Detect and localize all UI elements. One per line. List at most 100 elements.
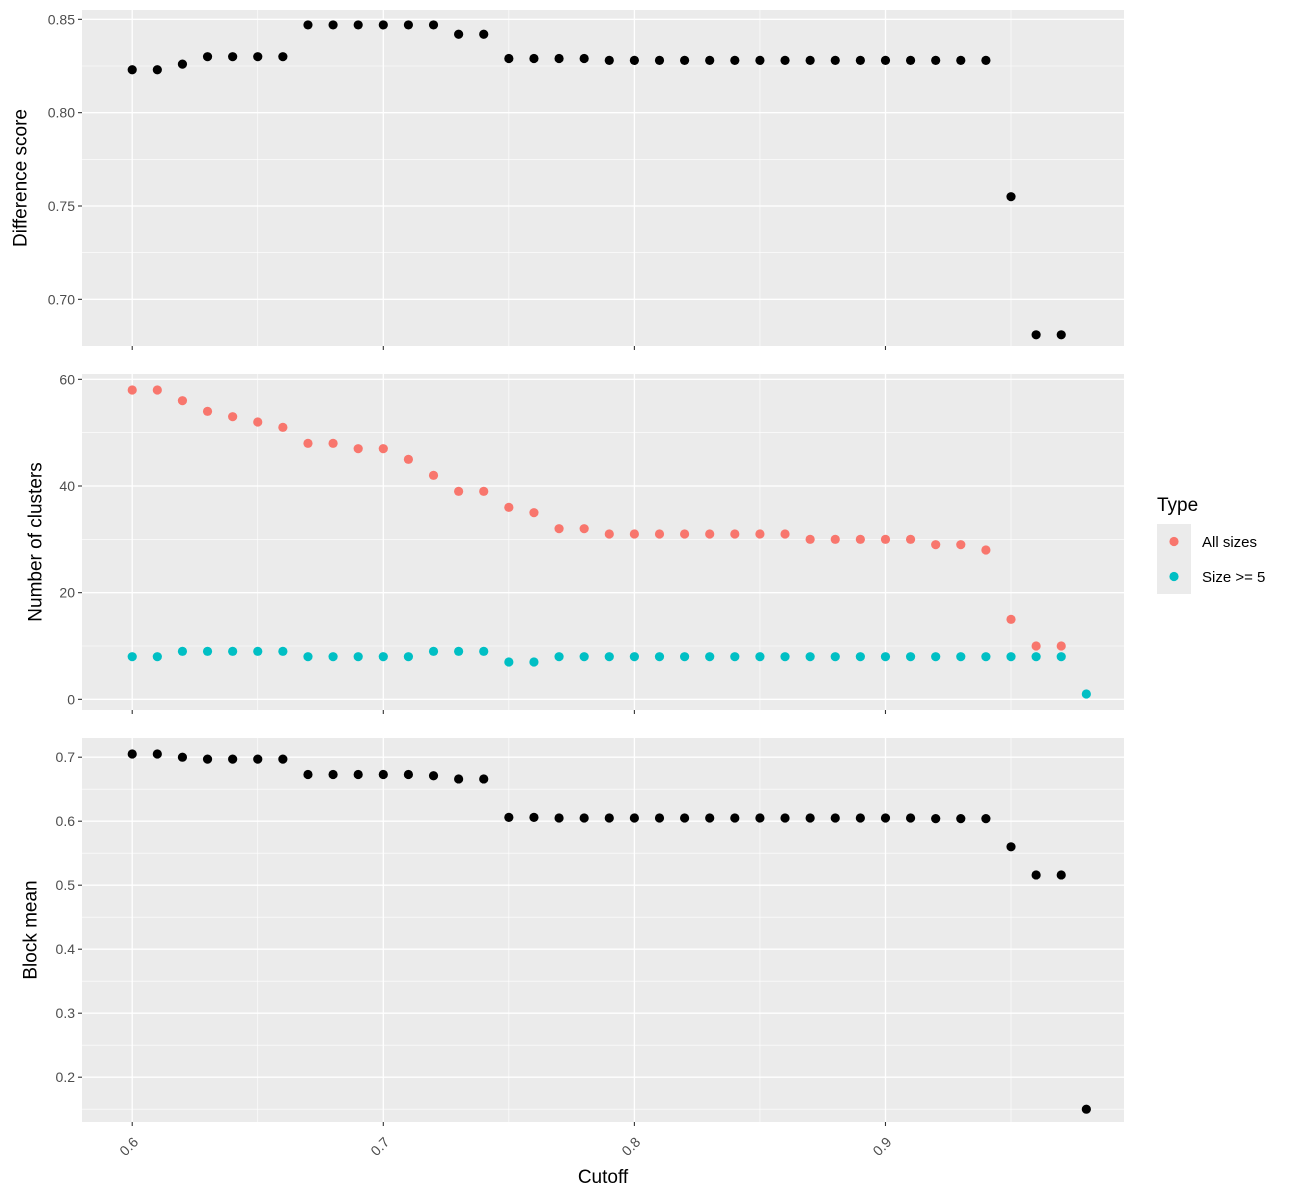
panel-2: 0 20 40 60 Number of clusters bbox=[26, 371, 1124, 714]
data-point bbox=[127, 652, 137, 662]
data-point bbox=[428, 771, 439, 781]
data-point bbox=[504, 657, 514, 667]
data-point bbox=[830, 652, 840, 662]
data-point bbox=[152, 65, 162, 75]
data-point bbox=[905, 813, 916, 823]
data-point bbox=[830, 534, 840, 544]
data-point bbox=[705, 529, 715, 539]
data-point bbox=[604, 813, 614, 823]
data-point bbox=[1031, 641, 1041, 651]
panel-background bbox=[82, 10, 1124, 346]
legend: Type All sizes Size >= 5 bbox=[1157, 495, 1265, 594]
data-point bbox=[554, 524, 564, 534]
data-point bbox=[855, 652, 865, 662]
data-point bbox=[680, 529, 690, 539]
data-point bbox=[855, 813, 865, 823]
data-point bbox=[479, 774, 489, 784]
y-axis-title: Difference score bbox=[11, 109, 32, 247]
data-point bbox=[328, 20, 338, 30]
data-point bbox=[177, 396, 188, 406]
data-point bbox=[730, 55, 740, 65]
data-point bbox=[127, 385, 137, 395]
data-point bbox=[654, 652, 665, 662]
series-points bbox=[127, 749, 1091, 1114]
data-point bbox=[454, 486, 464, 496]
data-point bbox=[730, 529, 740, 539]
data-point bbox=[278, 646, 288, 656]
data-point bbox=[353, 652, 363, 662]
data-point bbox=[378, 769, 388, 780]
data-point bbox=[228, 754, 238, 764]
data-point bbox=[805, 813, 815, 823]
data-point bbox=[1056, 652, 1066, 662]
data-point bbox=[880, 534, 891, 544]
data-point bbox=[680, 813, 690, 823]
data-point bbox=[403, 454, 414, 464]
data-point bbox=[278, 422, 288, 432]
legend-title: Type bbox=[1157, 495, 1198, 516]
x-axis-title: Cutoff bbox=[578, 1167, 629, 1188]
data-point bbox=[177, 59, 188, 69]
data-point bbox=[504, 53, 514, 64]
data-point bbox=[529, 657, 539, 667]
y-tick-label: 60 bbox=[59, 371, 75, 387]
data-point bbox=[855, 55, 865, 65]
data-point bbox=[253, 754, 263, 764]
data-point bbox=[629, 813, 639, 823]
data-point bbox=[202, 646, 213, 656]
data-point bbox=[454, 646, 464, 656]
data-point bbox=[303, 652, 313, 662]
data-point bbox=[654, 813, 665, 823]
data-point bbox=[956, 540, 966, 550]
data-point bbox=[228, 412, 238, 422]
data-point bbox=[730, 652, 740, 662]
data-point bbox=[931, 55, 941, 65]
data-point bbox=[177, 752, 188, 762]
data-point bbox=[905, 534, 916, 544]
data-point bbox=[1081, 689, 1091, 699]
data-point bbox=[830, 813, 840, 823]
data-point bbox=[253, 52, 263, 62]
data-point bbox=[654, 529, 665, 539]
y-tick-label: 20 bbox=[59, 585, 75, 601]
data-point bbox=[454, 774, 464, 784]
y-tick-label: 0.5 bbox=[56, 877, 76, 893]
data-point bbox=[629, 652, 639, 662]
data-point bbox=[981, 55, 991, 65]
data-point bbox=[780, 813, 790, 823]
y-axis-title: Block mean bbox=[21, 880, 42, 979]
legend-label: Size >= 5 bbox=[1202, 569, 1265, 586]
data-point bbox=[981, 545, 991, 555]
data-point bbox=[579, 652, 589, 662]
data-point bbox=[755, 529, 765, 539]
data-point bbox=[303, 438, 313, 448]
series-points bbox=[127, 20, 1066, 340]
data-point bbox=[579, 813, 589, 823]
data-point bbox=[981, 814, 991, 824]
data-point bbox=[931, 540, 941, 550]
data-point bbox=[328, 438, 338, 448]
y-axis-title: Number of clusters bbox=[26, 462, 47, 621]
data-point bbox=[1056, 870, 1066, 880]
data-point bbox=[278, 754, 288, 764]
data-point bbox=[177, 646, 188, 656]
x-tick-label: 0.9 bbox=[869, 1134, 894, 1159]
data-point bbox=[403, 652, 414, 662]
data-point bbox=[981, 652, 991, 662]
data-point bbox=[579, 53, 589, 64]
data-point bbox=[755, 813, 765, 823]
data-point bbox=[202, 406, 213, 416]
data-point bbox=[202, 754, 213, 764]
data-point bbox=[529, 812, 539, 822]
y-tick-label: 0.80 bbox=[48, 105, 75, 121]
y-tick-label: 40 bbox=[59, 478, 75, 494]
legend-key-point bbox=[1169, 571, 1179, 582]
data-point bbox=[479, 486, 489, 496]
data-point bbox=[403, 20, 414, 30]
y-tick-label: 0.6 bbox=[56, 813, 76, 829]
y-tick-label: 0 bbox=[67, 691, 75, 707]
data-point bbox=[680, 55, 690, 65]
data-point bbox=[730, 813, 740, 823]
data-point bbox=[303, 769, 313, 780]
data-point bbox=[805, 55, 815, 65]
